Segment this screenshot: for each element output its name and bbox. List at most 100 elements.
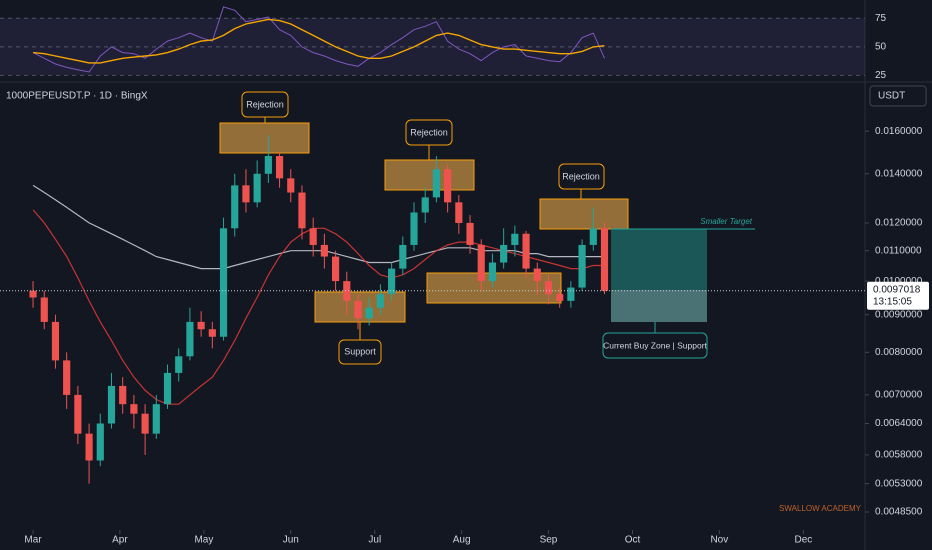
y-tick-label: 25: [875, 70, 887, 81]
buy-area: [611, 290, 707, 322]
currency-box: [869, 85, 927, 107]
y-tick-label: 0.0160000: [875, 126, 923, 137]
candle-body: [197, 321, 205, 330]
candle-body: [96, 423, 104, 461]
rejection-zone: [384, 159, 475, 191]
currency: USDT: [878, 91, 905, 102]
y-tick-label: 0.0100000: [875, 276, 923, 287]
rsi-line: [32, 6, 605, 73]
candle-body: [186, 321, 194, 357]
countdown: 13:15:05: [873, 296, 912, 307]
candle-body: [309, 228, 317, 245]
x-tick-label: Mar: [24, 535, 42, 546]
plot: [0, 6, 865, 484]
x-tick-label: Jun: [283, 535, 299, 546]
rsi-line: [33, 18, 605, 64]
candle-body: [107, 385, 116, 424]
target-area: [611, 229, 707, 290]
annotation: Current Buy Zone | Support: [603, 340, 707, 350]
candle-body: [466, 222, 474, 245]
moving-average: [32, 184, 605, 270]
candle-body: [152, 404, 160, 434]
candle-body: [163, 372, 172, 405]
candle-body: [388, 268, 396, 295]
candle-body: [354, 300, 362, 319]
candle-body: [500, 244, 508, 263]
candle-body: [578, 244, 586, 288]
candle-body: [40, 297, 48, 322]
annotation: Rejection: [410, 127, 448, 137]
candle-body: [63, 360, 71, 395]
annotation-texts: Rejection Rejection Rejection Support Sm…: [6, 85, 927, 513]
candle-body: [556, 294, 564, 301]
watermark: SWALLOW ACADEMY: [779, 504, 862, 513]
annotation: Support: [344, 346, 376, 356]
candle-body: [242, 185, 250, 203]
y-tick-label: 0.0080000: [875, 347, 923, 358]
candle-body: [231, 185, 239, 229]
candle-body: [219, 228, 228, 337]
candle-body: [522, 233, 530, 269]
candle-body: [589, 228, 597, 245]
candle-body: [275, 156, 284, 179]
rejection-zone: [539, 198, 629, 230]
candle-body: [544, 281, 553, 295]
x-tick-label: Nov: [710, 535, 728, 546]
y-tick-label: 50: [875, 41, 887, 52]
annotation: Rejection: [246, 99, 284, 109]
x-tick-label: Apr: [112, 535, 128, 546]
candle-body: [444, 169, 452, 203]
candle-body: [567, 287, 575, 301]
y-tick-label: 0.0058000: [875, 450, 923, 461]
x-tick-label: Dec: [794, 535, 812, 546]
y-tick-label: 0.0120000: [875, 218, 923, 229]
y-tick-label: 0.0064000: [875, 418, 923, 429]
candle-body: [253, 173, 261, 203]
candle-body: [365, 307, 373, 319]
last-price-box: [867, 281, 929, 310]
x-tick-label: Aug: [453, 535, 471, 546]
candle-body: [376, 294, 384, 308]
candle-body: [208, 329, 216, 337]
candle-body: [29, 290, 37, 298]
x-tick-label: Sep: [540, 535, 558, 546]
rejection-zone: [219, 122, 310, 154]
y-tick-label: 75: [875, 13, 887, 24]
candle-body: [410, 212, 418, 245]
y-tick-label: 0.0090000: [875, 309, 923, 320]
candle-body: [533, 268, 541, 282]
x-tick-label: Jul: [368, 535, 381, 546]
candle-body: [421, 197, 429, 213]
y-tick-label: 0.0070000: [875, 390, 923, 401]
candle-body: [331, 256, 340, 282]
candle-body: [343, 281, 351, 301]
x-tick-label: May: [194, 535, 213, 546]
candle-body: [51, 321, 60, 361]
candle-body: [298, 192, 306, 229]
chart-title: 1000PEPEUSDT.P · 1D · BingX: [6, 91, 148, 102]
candle-body: [287, 178, 295, 193]
y-tick-label: 0.0110000: [875, 245, 922, 256]
y-tick-label: 0.0048500: [875, 507, 923, 518]
candle-body: [119, 385, 127, 405]
candle-body: [399, 244, 407, 269]
y-tick-label: 0.0140000: [875, 168, 923, 179]
candle-body: [455, 202, 463, 223]
last-price-label: 0.0097018: [873, 284, 921, 295]
candle-body: [477, 244, 485, 282]
candle-body: [85, 433, 93, 461]
candle-body: [600, 228, 609, 291]
y-tick-label: 0.0053000: [875, 478, 923, 489]
candle-body: [130, 404, 138, 414]
annotation: Smaller Target: [700, 217, 753, 226]
candle-body: [141, 413, 149, 434]
x-tick-label: Oct: [625, 535, 641, 546]
candle-body: [74, 394, 82, 434]
candle-body: [432, 169, 441, 198]
candle-body: [175, 356, 183, 373]
candle-body: [511, 233, 519, 245]
annotation: Rejection: [562, 171, 600, 181]
candle-body: [320, 244, 328, 257]
